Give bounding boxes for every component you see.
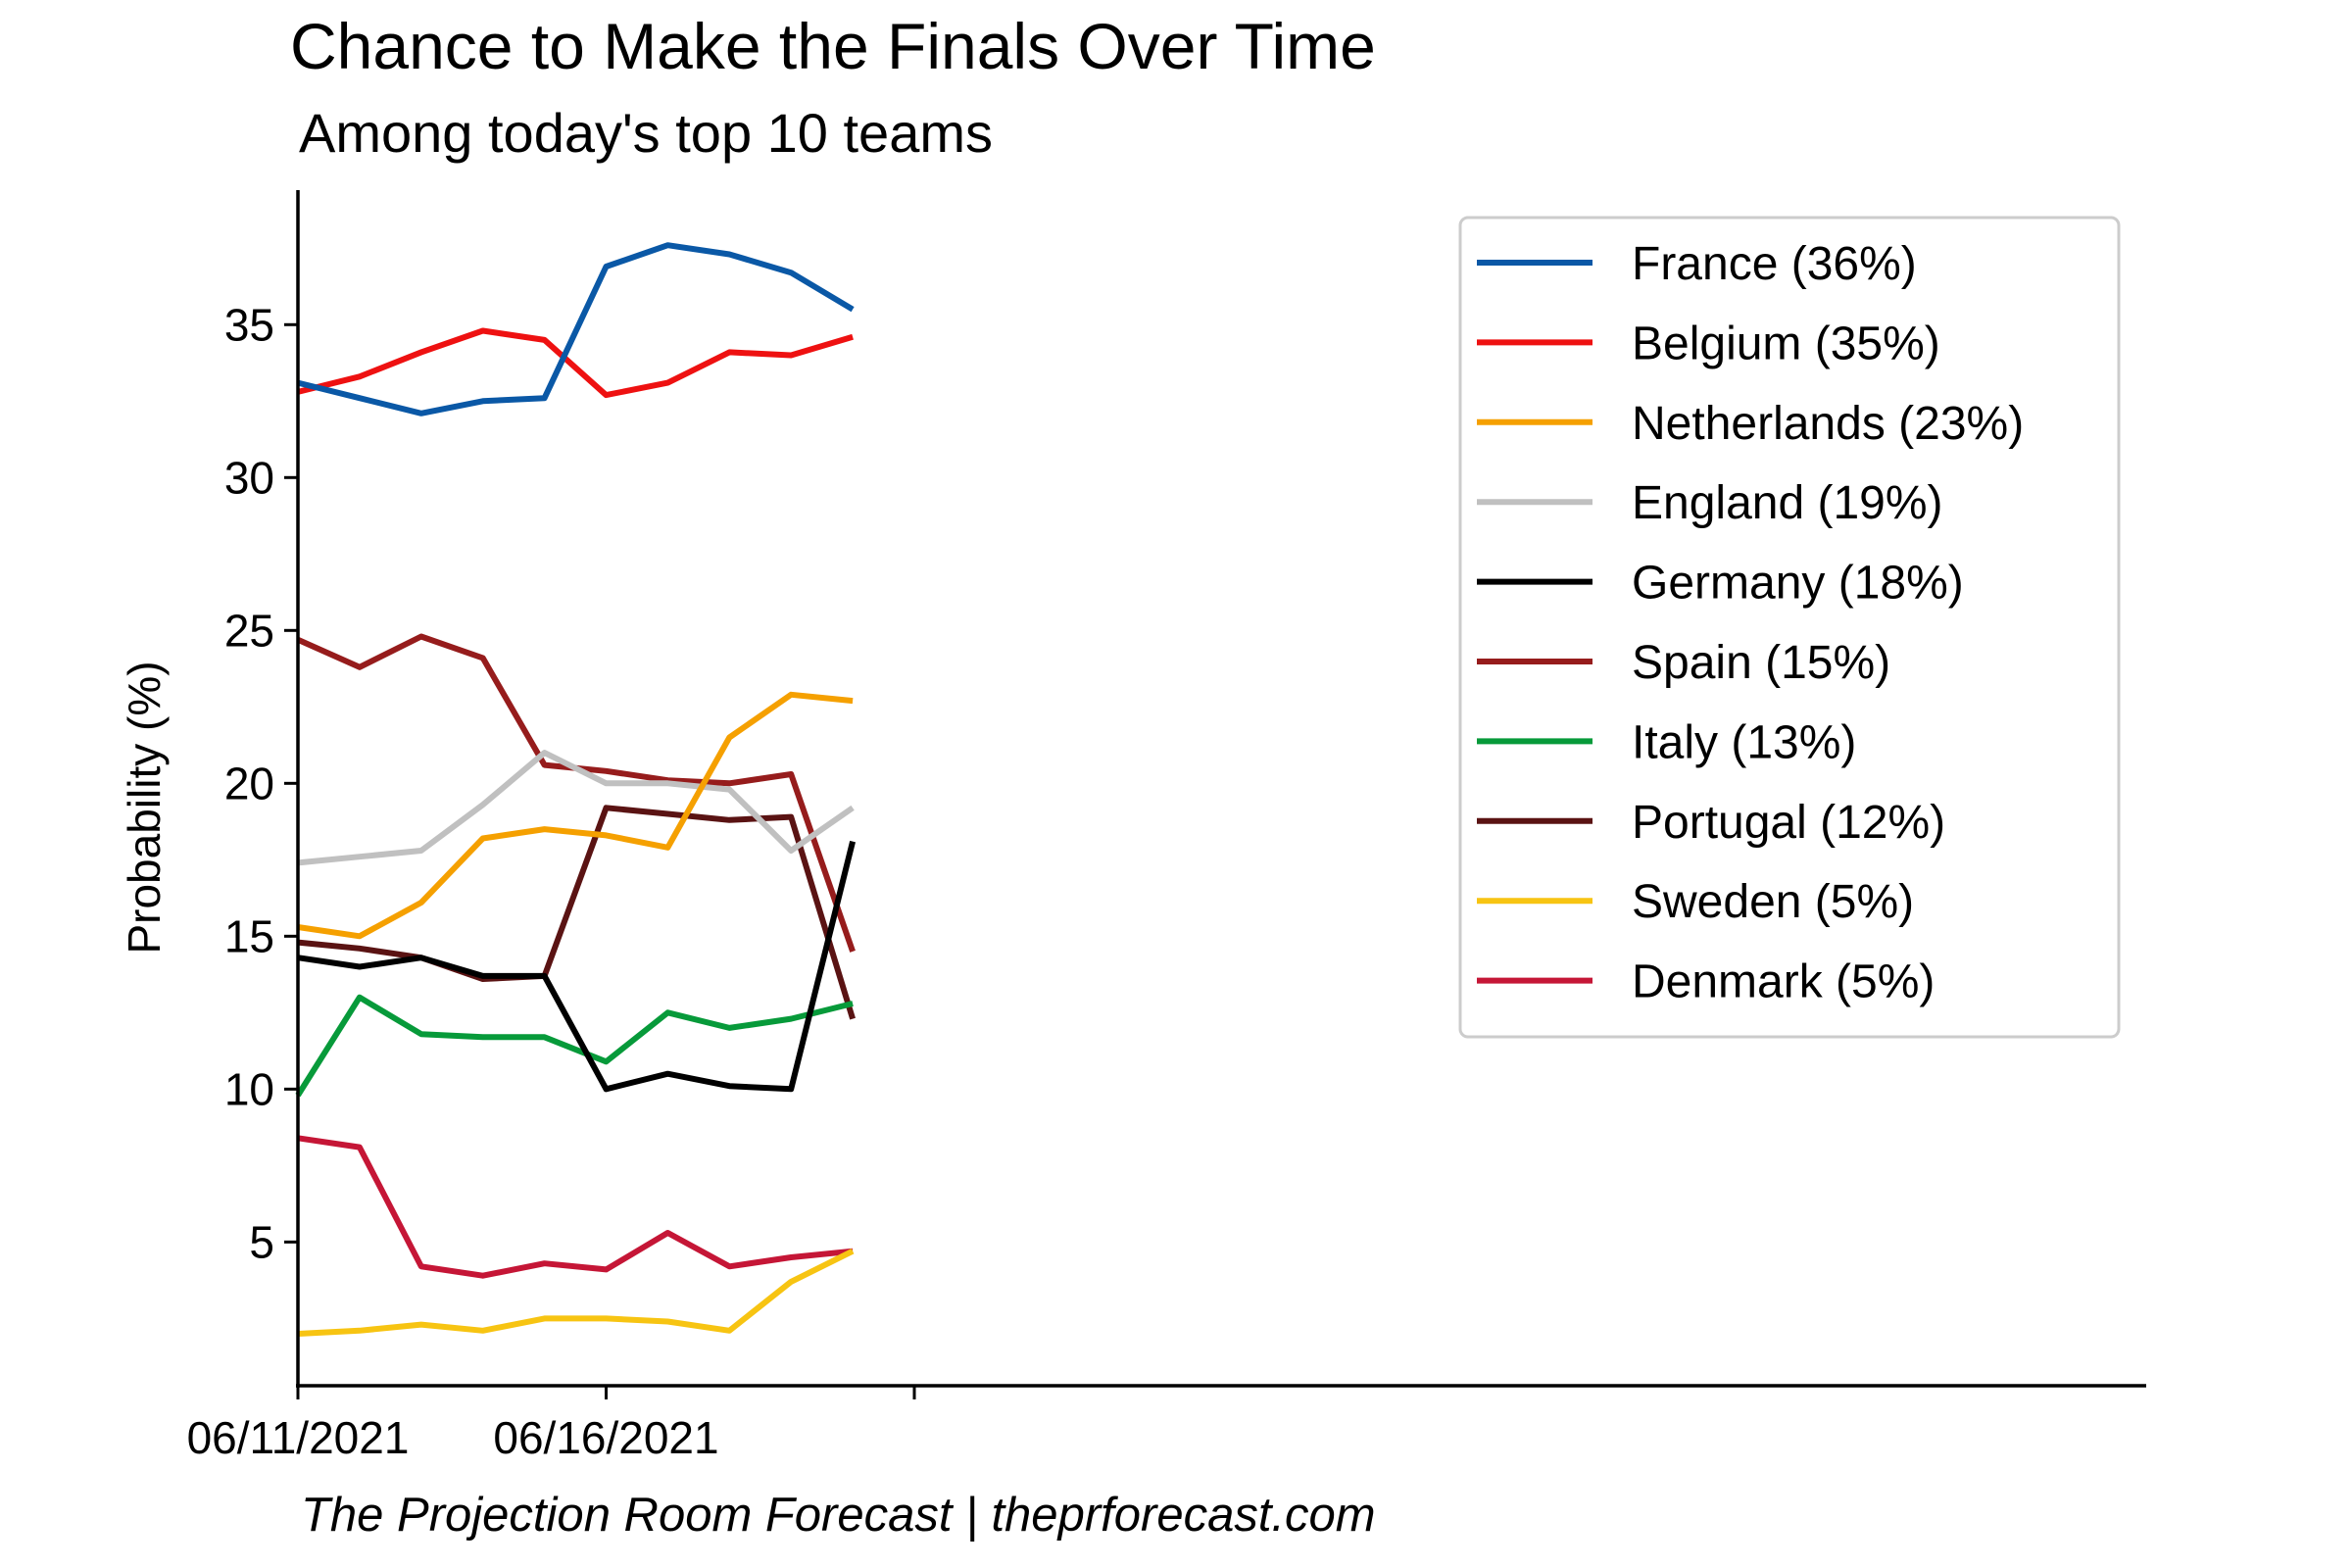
series-line-5 — [296, 633, 856, 953]
legend-label: Netherlands (23%) — [1632, 398, 2024, 450]
series-line-4 — [297, 840, 857, 1093]
series-line-1 — [297, 327, 854, 399]
y-tick-label: 30 — [224, 452, 274, 503]
legend-label: France (36%) — [1632, 238, 1917, 290]
legend-label: Denmark (5%) — [1632, 956, 1935, 1008]
legend-frame — [1458, 216, 2121, 1039]
footer-credit: The Projection Room Forecast | theprfore… — [301, 1489, 1376, 1542]
y-axis-label: Probability (%) — [119, 661, 170, 954]
x-ticks: 06/11/2021 06/16/2021 — [187, 1386, 916, 1463]
series-line-3 — [297, 750, 855, 866]
y-tick-label: 20 — [224, 758, 274, 808]
series-line-2 — [297, 691, 854, 940]
chart-subtitle: Among today's top 10 teams — [299, 102, 993, 164]
series-line-7 — [297, 805, 856, 1020]
y-tick-label: 15 — [224, 910, 274, 961]
plot-lines — [295, 242, 857, 1337]
legend-label: Italy (13%) — [1632, 716, 1856, 768]
y-tick-label: 10 — [224, 1063, 274, 1114]
legend-entries: France (36%) Belgium (35%) Netherlands (23… — [1477, 238, 2024, 1008]
y-tick-label: 35 — [224, 299, 274, 350]
legend-label: Germany (18%) — [1632, 558, 1964, 610]
x-tick-label: 06/16/2021 — [493, 1412, 718, 1463]
legend-label: Belgium (35%) — [1632, 318, 1940, 369]
legend: France (36%) Belgium (35%) Netherlands (23… — [1458, 216, 2121, 1039]
series-line-0 — [297, 242, 855, 416]
series-line-6 — [295, 994, 854, 1098]
chart-title: Chance to Make the Finals Over Time — [290, 10, 1376, 82]
x-tick-label: 06/11/2021 — [187, 1412, 410, 1463]
y-tick-label: 25 — [224, 605, 274, 656]
legend-label: Portugal (12%) — [1632, 797, 1945, 849]
legend-label: England (19%) — [1632, 477, 1943, 529]
y-ticks: 5 10 15 20 25 30 35 — [224, 299, 298, 1267]
y-tick-label: 5 — [249, 1216, 274, 1267]
series-line-8 — [297, 1249, 855, 1337]
legend-label: Spain (15%) — [1632, 637, 1890, 689]
legend-label: Sweden (5%) — [1632, 876, 1914, 928]
series-line-9 — [297, 1135, 854, 1279]
